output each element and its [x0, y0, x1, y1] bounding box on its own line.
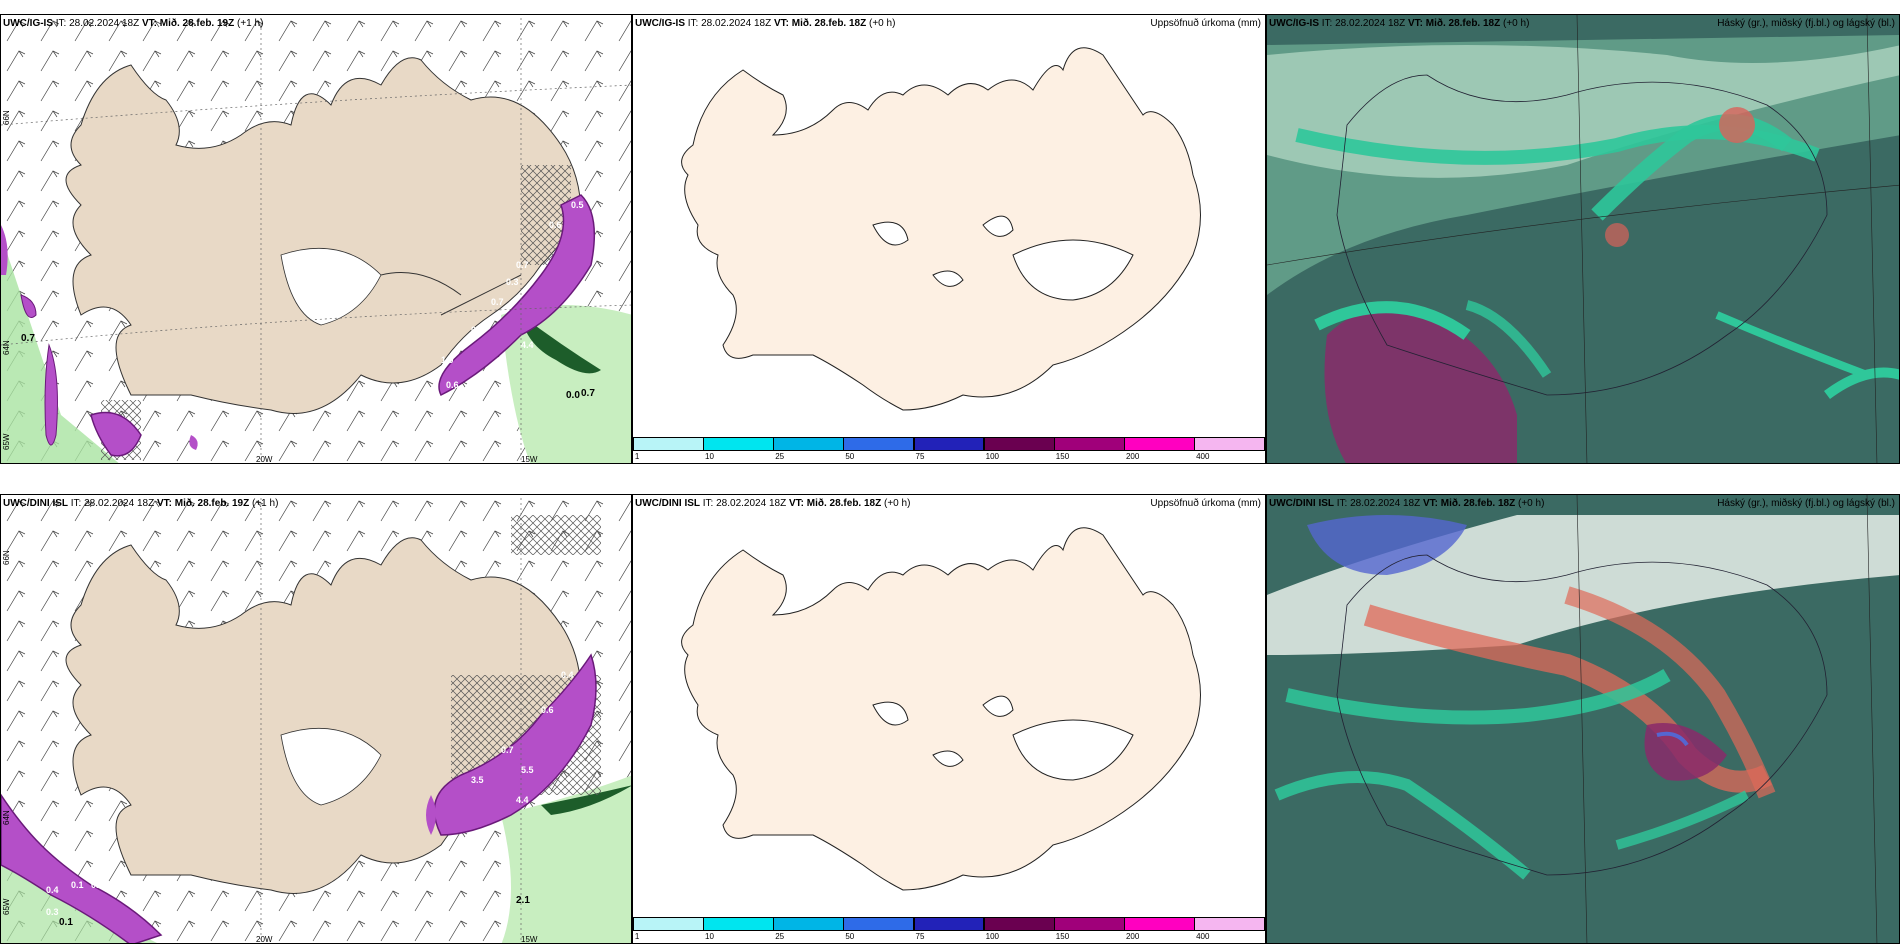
panel-header: UWC/DINI ISL IT: 28.02.2024 18Z VT: Mið.…: [1269, 498, 1545, 509]
lon-label: 20W: [256, 455, 273, 464]
precip-value: 0.0: [566, 390, 580, 401]
wind-precip-map: [1, 495, 631, 943]
precip-value: 0.6: [446, 380, 459, 390]
lat-label: 64N: [2, 340, 11, 355]
panel-top-left: UWC/IG-IS IT: 28.02.2024 18Z VT: Mið. 28…: [0, 14, 632, 464]
colorbar-swatch: [1124, 437, 1195, 451]
lon-label: 15W: [521, 935, 538, 944]
precip-value: 0.4: [561, 670, 574, 680]
colorbar-tick: 25: [775, 452, 785, 461]
precip-value: 4.4: [516, 795, 529, 805]
map-title: Háský (gr.), miðský (fj.bl.) og lágský (…: [1717, 18, 1895, 29]
iceland-land: [681, 47, 1201, 411]
colorbar-tick: 100: [985, 452, 999, 461]
colorbar-swatch: [1194, 917, 1265, 931]
panel-top-middle: UWC/IG-IS IT: 28.02.2024 18Z VT: Mið. 28…: [632, 14, 1266, 464]
precip-value: 0.1: [71, 880, 84, 890]
colorbar-tick: 75: [915, 452, 925, 461]
wind-precip-map: [1, 15, 631, 463]
precip-value: 0.7: [491, 297, 504, 307]
precip-value: 0.7: [91, 880, 104, 890]
map-title: Uppsöfnuð úrkoma (mm): [1150, 18, 1261, 29]
colorbar-swatch: [913, 917, 985, 931]
colorbar-swatch: [843, 917, 915, 931]
colorbar-swatch: [1053, 917, 1125, 931]
lat-label: 64N: [2, 810, 11, 825]
colorbar-tick: 200: [1125, 452, 1140, 461]
precip-value: 1.0: [441, 355, 454, 365]
precip-colorbar: 1 10 25 50 75 100 150 200 400: [633, 437, 1265, 463]
lon-label: 15W: [521, 455, 538, 464]
panel-header: UWC/IG-IS IT: 28.02.2024 18Z VT: Mið. 28…: [635, 18, 896, 29]
precip-value: 0.3: [46, 907, 59, 917]
panel-bottom-middle: UWC/DINI ISL IT: 28.02.2024 18Z VT: Mið.…: [632, 494, 1266, 944]
panel-header: UWC/DINI ISL IT: 28.02.2024 18Z VT: Mið.…: [635, 498, 911, 509]
iceland-land: [65, 57, 582, 414]
lat-label: 66N: [2, 550, 11, 565]
precip-value: 0.7: [581, 388, 595, 399]
precip-value: 4.4: [521, 340, 534, 350]
precip-value: 2.1: [516, 895, 530, 906]
panel-header: UWC/DINI ISL IT: 28.02.2024 18Z VT: Mið.…: [3, 498, 279, 509]
precip-value: 0.6: [541, 705, 554, 715]
colorbar-swatch: [633, 917, 704, 931]
colorbar-swatch: [633, 437, 704, 451]
precip-value: 0.5: [571, 200, 584, 210]
precip-value: 0.7: [516, 260, 529, 270]
precip-value: 0.4: [46, 885, 59, 895]
panel-bottom-right: UWC/DINI ISL IT: 28.02.2024 18Z VT: Mið.…: [1266, 494, 1900, 944]
panel-top-right: UWC/IG-IS IT: 28.02.2024 18Z VT: Mið. 28…: [1266, 14, 1900, 464]
accumulated-precip-map: [681, 527, 1201, 891]
colorbar-tick: 1: [634, 452, 640, 461]
colorbar-swatch: [983, 437, 1055, 451]
colorbar-swatch: [773, 437, 845, 451]
colorbar-tick: 10: [705, 932, 714, 941]
colorbar-swatch: [913, 437, 985, 451]
iceland-land: [681, 527, 1201, 891]
colorbar-tick: 400: [1196, 452, 1210, 461]
precip-value: 0.3: [506, 277, 519, 287]
cloud-cover-map: [1267, 15, 1899, 463]
colorbar-tick: 400: [1196, 932, 1210, 941]
colorbar-swatch: [1124, 917, 1195, 931]
precip-value: 5.5: [521, 765, 534, 775]
lat-label: 65W: [2, 433, 11, 450]
precip-colorbar: 1 10 25 50 75 100 150 200 400: [633, 917, 1265, 943]
panel-bottom-left: UWC/DINI ISL IT: 28.02.2024 18Z VT: Mið.…: [0, 494, 632, 944]
colorbar-swatch: [983, 917, 1055, 931]
precip-value: 0.7: [501, 745, 514, 755]
accumulated-precip-map: [681, 47, 1201, 411]
colorbar-swatch: [843, 437, 915, 451]
colorbar-tick: 50: [845, 932, 855, 941]
precip-value: 0.8: [471, 325, 484, 335]
lat-label: 66N: [2, 110, 11, 125]
colorbar-tick: 1: [634, 932, 640, 941]
colorbar-swatch: [773, 917, 845, 931]
colorbar-tick: 100: [985, 932, 999, 941]
panel-header: UWC/IG-IS IT: 28.02.2024 18Z VT: Mið. 28…: [1269, 18, 1530, 29]
colorbar-swatch: [1053, 437, 1125, 451]
colorbar-swatch: [703, 917, 774, 931]
colorbar-tick: 150: [1055, 452, 1070, 461]
lon-label: 20W: [256, 935, 273, 944]
map-title: Uppsöfnuð úrkoma (mm): [1150, 498, 1261, 509]
colorbar-swatch: [703, 437, 774, 451]
map-title: Háský (gr.), miðský (fj.bl.) og lágský (…: [1717, 498, 1895, 509]
colorbar-tick: 200: [1125, 932, 1140, 941]
colorbar-tick: 10: [705, 452, 714, 461]
lat-label: 65W: [2, 898, 11, 915]
colorbar-tick: 50: [845, 452, 855, 461]
precip-value: 0.6: [549, 220, 562, 230]
precip-value: 3.5: [471, 775, 484, 785]
panel-header: UWC/IG-IS IT: 28.02.2024 18Z VT: Mið. 28…: [3, 18, 264, 29]
cloud-cover-map: [1267, 495, 1899, 943]
precip-value: 0.1: [59, 917, 73, 928]
precip-value: 0.7: [21, 333, 35, 344]
colorbar-swatch: [1194, 437, 1265, 451]
colorbar-tick: 25: [775, 932, 785, 941]
colorbar-tick: 150: [1055, 932, 1070, 941]
colorbar-tick: 75: [915, 932, 925, 941]
